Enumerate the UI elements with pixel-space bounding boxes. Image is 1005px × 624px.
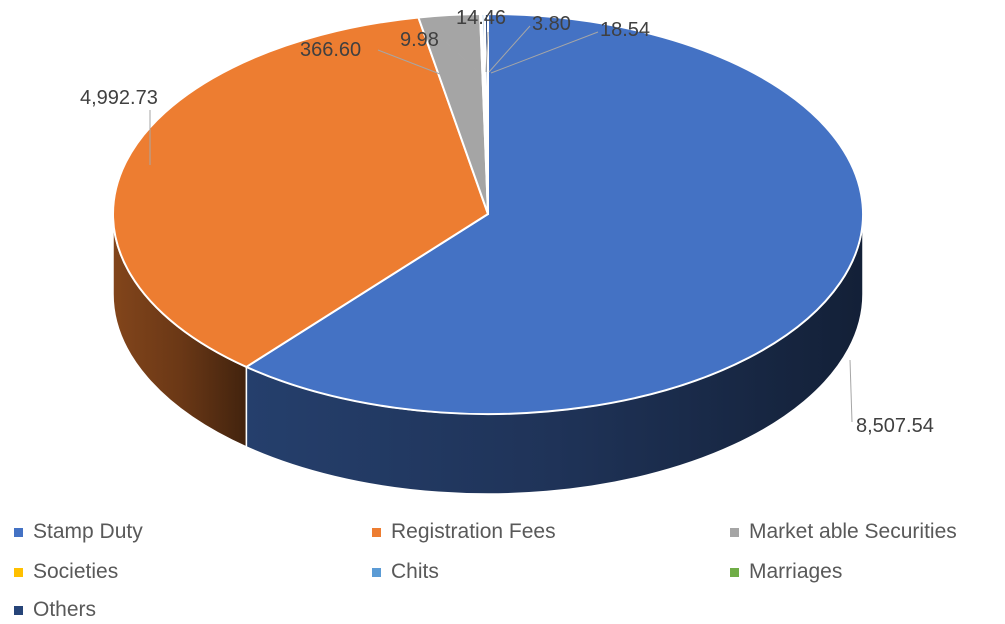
- data-label: 9.98: [400, 29, 439, 51]
- legend-item: Marriages: [730, 560, 842, 584]
- legend-item: Societies: [14, 560, 118, 584]
- legend-label: Others: [33, 598, 97, 621]
- data-label: 8,507.54: [856, 415, 934, 437]
- pie-top-faces: [112, 12, 864, 415]
- leader-line: [490, 31, 599, 74]
- legend-swatch: [372, 527, 381, 537]
- legend-label: Marriages: [749, 560, 843, 583]
- legend-swatch: [730, 527, 739, 537]
- legend-item: Registration Fees: [372, 520, 556, 544]
- leader-line: [445, 41, 479, 73]
- legend-item: Market able Securities: [730, 520, 957, 544]
- legend-label: Societies: [33, 560, 119, 583]
- legend-swatch: [14, 527, 23, 537]
- data-label: 3.80: [532, 13, 571, 35]
- legend-swatch: [14, 605, 23, 615]
- legend-label: Stamp Duty: [33, 520, 143, 543]
- pie-slice-registration-fees: [112, 16, 489, 368]
- data-label: 366.60: [300, 39, 361, 61]
- leader-line: [488, 25, 531, 73]
- legend-item: Chits: [372, 560, 439, 584]
- pie-slice-stamp-duty: [245, 13, 864, 415]
- data-labels: 8,507.54 4,992.73 366.60 9.98 14.46 3.80 18.54: [80, 7, 934, 437]
- legend-swatch: [14, 567, 23, 577]
- legend-label: Chits: [391, 560, 439, 583]
- pie-slice-others: [483, 12, 489, 215]
- legend-swatch: [730, 567, 739, 577]
- leader-line: [849, 359, 853, 423]
- leader-line: [377, 49, 441, 75]
- leader-line: [485, 31, 489, 73]
- legend-label: Registration Fees: [391, 520, 556, 543]
- data-label: 4,992.73: [80, 87, 158, 109]
- legend-swatch: [372, 567, 381, 577]
- legend-label: Market able Securities: [749, 520, 957, 543]
- data-label: 14.46: [456, 7, 506, 29]
- chart-legend: Stamp Duty Registration Fees Market able S…: [0, 512, 1005, 624]
- data-label: 18.54: [600, 19, 650, 41]
- pie-chart-svg: 8,507.54 4,992.73 366.60 9.98 14.46 3.80 18.54: [80, 7, 934, 495]
- legend-item: Stamp Duty: [14, 520, 143, 544]
- legend-item: Others: [14, 598, 96, 622]
